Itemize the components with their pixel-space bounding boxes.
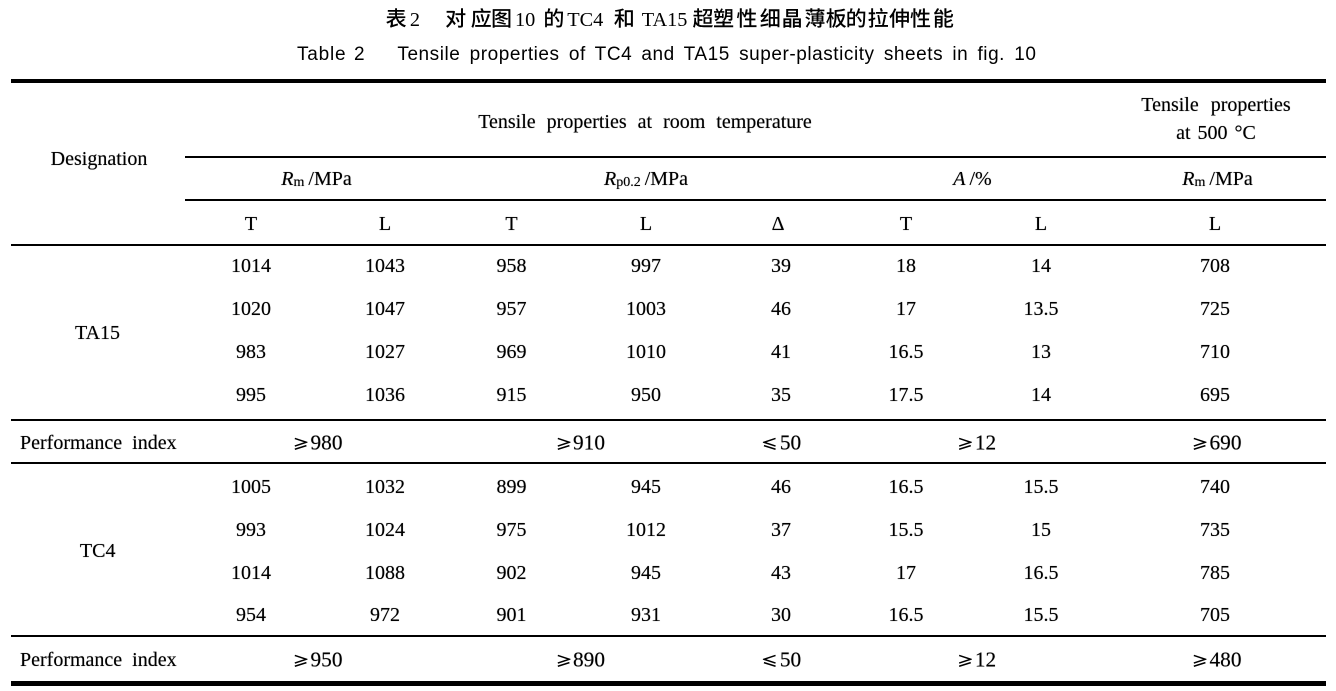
svg-text:TA15: TA15 (642, 9, 688, 31)
svg-text:TC4: TC4 (567, 9, 603, 31)
svg-text:10: 10 (515, 9, 535, 31)
svg-text:2: 2 (410, 9, 420, 31)
